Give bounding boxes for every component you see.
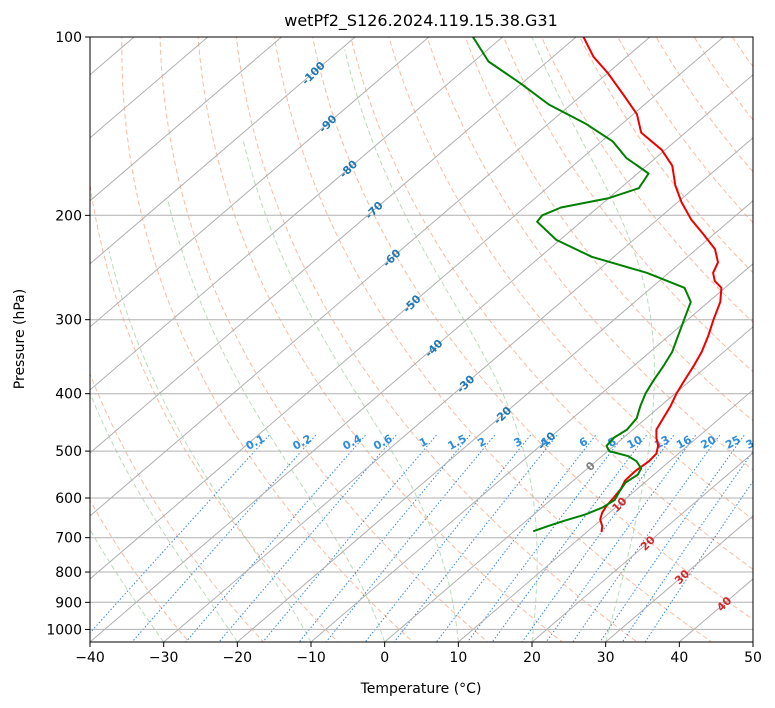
dry-adiabat-line	[312, 37, 753, 620]
y-tick-label: 500	[55, 444, 82, 460]
isotherm-line	[90, 37, 651, 517]
dry-adiabat-line	[464, 37, 753, 422]
dewpoint-profile-line	[472, 37, 692, 533]
mixing-ratio-line	[467, 434, 625, 642]
dry-adiabat-line	[235, 37, 638, 642]
dry-adiabat-line	[274, 37, 712, 642]
x-tick-label: 50	[744, 650, 762, 666]
dry-adiabat-line	[617, 37, 753, 224]
x-tick-label: −20	[223, 650, 253, 666]
isotherm-line	[605, 515, 753, 642]
mixing-ratio-line	[599, 434, 745, 642]
dry-adiabat-line	[655, 37, 753, 173]
mixing-ratio-line	[521, 434, 675, 642]
y-tick-label: 600	[55, 491, 82, 507]
dry-adiabat-line	[426, 37, 753, 471]
dry-adiabat-line	[90, 372, 264, 642]
moist-adiabat-line	[90, 528, 165, 642]
mixing-ratio-line	[621, 450, 753, 642]
isotherms	[90, 37, 753, 642]
x-tick-label: −40	[75, 650, 105, 666]
isotherm-line	[90, 74, 753, 642]
mixing-ratio-line	[325, 434, 496, 642]
y-tick-label: 900	[55, 595, 82, 611]
isotherm-line	[90, 37, 282, 202]
isotherm-line	[90, 37, 356, 265]
y-axis-label: Pressure (hPa)	[12, 289, 28, 389]
x-axis-label: Temperature (°C)	[360, 681, 482, 697]
x-axis-ticks: −40 −30 −20 −10 0 10 20 30 40 50	[75, 642, 762, 666]
dry-adiabat-line	[159, 37, 488, 642]
x-tick-label: 40	[670, 650, 688, 666]
dry-adiabat-line	[90, 499, 190, 642]
x-tick-label: 0	[380, 650, 389, 666]
mixing-ratio-line	[572, 434, 721, 642]
dry-adiabat-line	[197, 37, 563, 642]
moist-adiabat-line	[344, 49, 538, 642]
mixing-ratio-line	[491, 434, 647, 642]
chart-title: wetPf2_S126.2024.119.15.38.G31	[284, 11, 558, 31]
moist-adiabat-line	[167, 201, 386, 642]
x-tick-label: 10	[449, 650, 467, 666]
dry-adiabat-line	[90, 181, 339, 642]
dry-adiabat-line	[502, 37, 753, 373]
x-tick-label: 30	[597, 650, 615, 666]
mixing-ratio-line	[131, 434, 317, 642]
dry-adiabat-line	[121, 37, 414, 642]
plot-area: -100-90-80-70-60-50-40-30-20-10010203040…	[90, 37, 764, 642]
isotherm-line	[384, 326, 753, 642]
y-tick-label: 200	[55, 208, 82, 224]
mixing-ratio-label: 20	[699, 433, 719, 452]
mixing-ratio-line	[90, 434, 270, 634]
y-tick-label: 700	[55, 531, 82, 547]
isotherm-line	[457, 389, 753, 642]
x-tick-label: −10	[296, 650, 326, 666]
mixing-ratio-lines	[90, 434, 753, 642]
y-tick-label: 1000	[46, 622, 82, 638]
moist-adiabat-line	[531, 37, 655, 642]
y-tick-label: 100	[55, 30, 82, 46]
moist-adiabat-line	[108, 251, 312, 642]
mixing-ratio-line	[436, 434, 596, 642]
isotherm-line	[236, 200, 753, 642]
mixing-ratio-label: 25	[723, 433, 743, 452]
isotherm-line	[90, 37, 577, 454]
y-axis-ticks: 100 200 300 400 500 600 700 800 900 1000	[46, 30, 90, 638]
x-tick-label: 20	[523, 650, 541, 666]
dry-adiabat-line	[579, 37, 753, 274]
mixing-ratio-line	[545, 434, 697, 642]
dry-adiabat-line	[350, 37, 753, 570]
dry-adiabats	[90, 37, 753, 642]
mixing-ratio-line	[218, 434, 397, 642]
isotherm-line	[90, 37, 430, 328]
y-tick-label: 800	[55, 565, 82, 581]
mixing-ratio-label: 30	[744, 433, 764, 452]
y-tick-label: 400	[55, 387, 82, 403]
pressure-gridlines	[90, 37, 753, 630]
mixing-ratio-line	[262, 434, 437, 642]
mixing-ratio-line	[364, 434, 531, 642]
x-tick-label: −30	[149, 650, 179, 666]
isotherm-line	[90, 37, 503, 391]
mixing-ratio-label: 10	[625, 433, 645, 452]
profile-series	[472, 37, 723, 533]
isotherm-line	[310, 263, 753, 642]
isotherm-line	[531, 452, 753, 642]
y-tick-label: 300	[55, 313, 82, 329]
plot-frame	[89, 36, 754, 643]
mixing-ratio-line	[185, 434, 366, 642]
mixing-ratio-label: 16	[674, 433, 694, 452]
